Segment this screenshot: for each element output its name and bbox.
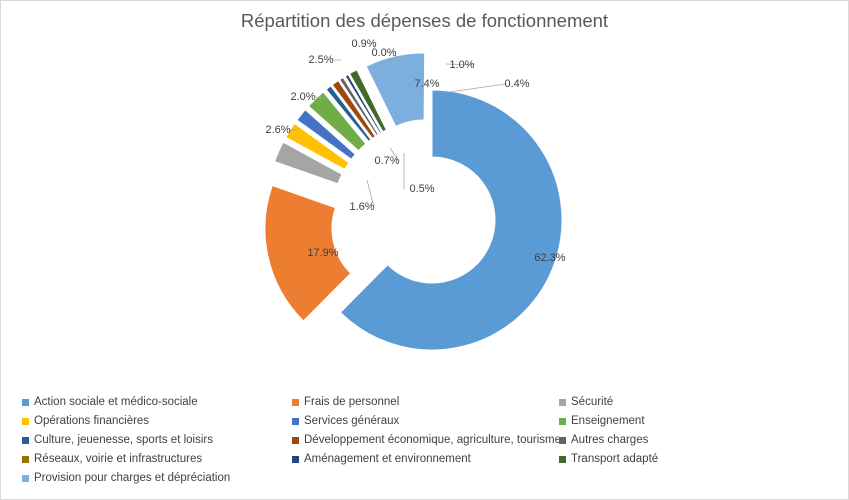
legend-label: Services généraux xyxy=(304,415,400,427)
legend-item-operations-financieres[interactable]: Opérations financières xyxy=(22,415,149,427)
data-label-operations-financieres: 2.0% xyxy=(290,91,315,103)
legend-label: Aménagement et environnement xyxy=(304,453,471,465)
data-label-culture-jeuenesse-sports-et-loisirs: 0.7% xyxy=(374,155,399,167)
data-label-securite: 2.6% xyxy=(265,124,290,136)
legend-swatch xyxy=(22,455,29,463)
slice-developpement-economique-agriculture-tourisme[interactable] xyxy=(331,79,376,140)
leader-line-transport-adapte xyxy=(445,63,475,66)
legend-swatch xyxy=(22,398,29,406)
legend-label: Réseaux, voirie et infrastructures xyxy=(34,453,203,465)
legend-label: Développement économique, agriculture, t… xyxy=(304,434,561,446)
leader-line-services-generaux xyxy=(366,179,375,208)
data-label-reseaux-voirie-et-infrastructures: 0.0% xyxy=(371,47,396,59)
legend-label: Enseignement xyxy=(571,415,645,427)
leader-line-reseaux-voirie-et-infrastructures xyxy=(392,52,397,64)
legend-item-frais-de-personnel[interactable]: Frais de personnel xyxy=(292,396,399,408)
legend-label: Provision pour charges et dépréciation xyxy=(34,472,231,484)
legend-item-transport-adapte[interactable]: Transport adapté xyxy=(559,453,658,465)
chart-title: Répartition des dépenses de fonctionneme… xyxy=(240,10,609,31)
legend-label: Autres charges xyxy=(571,434,649,446)
slice-autres-charges[interactable] xyxy=(338,76,380,137)
slice-reseaux-voirie-et-infrastructures[interactable] xyxy=(343,75,381,135)
data-label-action-sociale-et-medico-sociale: 62.3% xyxy=(534,252,565,264)
legend-item-action-sociale-et-medico-sociale[interactable]: Action sociale et médico-sociale xyxy=(22,396,198,408)
legend-swatch xyxy=(292,455,299,463)
legend-swatch xyxy=(292,436,299,444)
leader-line-developpement-economique-agriculture-tourisme xyxy=(371,43,377,53)
legend-item-reseaux-voirie-et-infrastructures[interactable]: Réseaux, voirie et infrastructures xyxy=(22,453,202,465)
legend-item-developpement-economique-agriculture-tourisme[interactable]: Développement économique, agriculture, t… xyxy=(292,434,561,446)
legend-swatch xyxy=(292,417,299,425)
legend-label: Sécurité xyxy=(571,396,614,408)
slice-securite[interactable] xyxy=(273,141,343,185)
legend-item-securite[interactable]: Sécurité xyxy=(559,396,613,408)
legend-label: Culture, jeuenesse, sports et loisirs xyxy=(34,434,213,446)
data-label-amenagement-et-environnement: 0.4% xyxy=(504,78,529,90)
slice-action-sociale-et-medico-sociale[interactable] xyxy=(339,89,563,351)
data-label-frais-de-personnel: 17.9% xyxy=(307,247,338,259)
legend-label: Opérations financières xyxy=(34,415,150,427)
legend-swatch xyxy=(559,417,566,425)
legend-swatch xyxy=(559,398,566,406)
data-label-provision-pour-charges-et-depreciation: 7.4% xyxy=(414,78,439,90)
data-label-services-generaux: 1.6% xyxy=(349,201,374,213)
leader-line-culture-jeuenesse-sports-et-loisirs xyxy=(389,147,400,162)
data-label-developpement-economique-agriculture-tourisme: 0.9% xyxy=(351,38,376,50)
legend-item-autres-charges[interactable]: Autres charges xyxy=(559,434,648,446)
slice-operations-financieres[interactable] xyxy=(285,122,350,171)
legend-item-amenagement-et-environnement[interactable]: Aménagement et environnement xyxy=(292,453,471,465)
data-label-autres-charges: 0.5% xyxy=(409,183,434,195)
slice-enseignement[interactable] xyxy=(307,91,367,152)
legend-swatch xyxy=(559,436,566,444)
legend-swatch xyxy=(22,436,29,444)
leader-line-operations-financieres xyxy=(314,96,323,99)
slice-amenagement-et-environnement[interactable] xyxy=(344,73,383,135)
legend-label: Transport adapté xyxy=(571,453,659,465)
slice-transport-adapte[interactable] xyxy=(348,69,388,133)
legend-swatch xyxy=(559,455,566,463)
legend-item-culture-jeuenesse-sports-et-loisirs[interactable]: Culture, jeuenesse, sports et loisirs xyxy=(22,434,213,446)
slice-frais-de-personnel[interactable] xyxy=(264,184,352,322)
legend-item-services-generaux[interactable]: Services généraux xyxy=(292,415,399,427)
leader-line-amenagement-et-environnement xyxy=(449,83,506,93)
data-label-transport-adapte: 1.0% xyxy=(449,59,474,71)
legend-swatch xyxy=(22,417,29,425)
legend-swatch xyxy=(292,398,299,406)
legend-label: Action sociale et médico-sociale xyxy=(34,396,198,408)
legend-item-enseignement[interactable]: Enseignement xyxy=(559,415,645,427)
data-label-enseignement: 2.5% xyxy=(308,54,333,66)
legend-item-provision-pour-charges-et-depreciation[interactable]: Provision pour charges et dépréciation xyxy=(22,472,230,484)
slice-culture-jeuenesse-sports-et-loisirs[interactable] xyxy=(325,85,372,143)
slice-services-generaux[interactable] xyxy=(296,109,357,160)
slice-provision-pour-charges-et-depreciation[interactable] xyxy=(365,52,426,128)
legend-swatch xyxy=(22,474,29,482)
legend-label: Frais de personnel xyxy=(304,396,400,408)
